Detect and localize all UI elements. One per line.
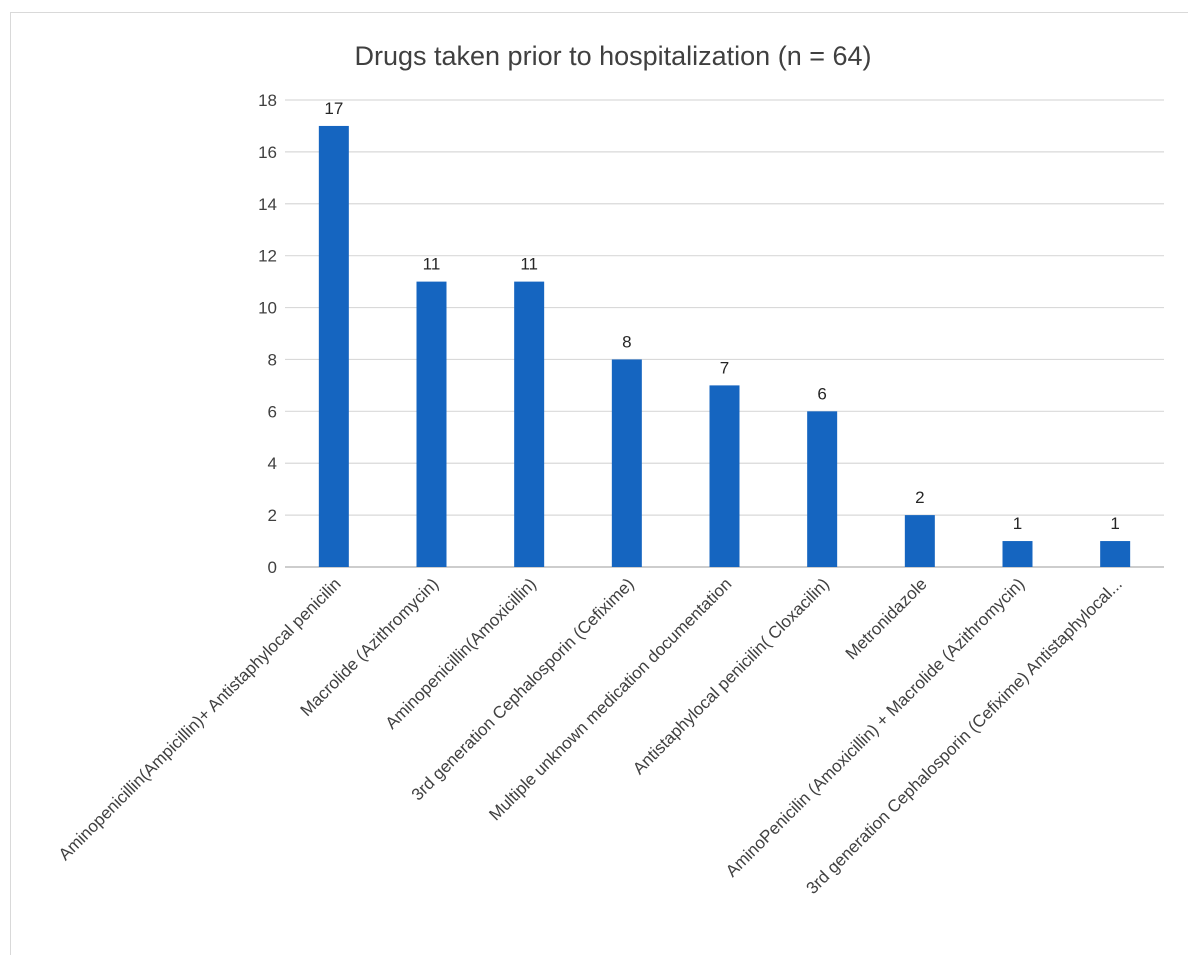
- data-label: 11: [423, 255, 441, 274]
- bar: [611, 359, 642, 567]
- x-axis-categories: Aminopenicillin(Ampicillin)+ Antistaphyl…: [55, 574, 1126, 897]
- bars: [318, 125, 1131, 567]
- category-label: Aminopenicillin(Ampicillin)+ Antistaphyl…: [55, 574, 345, 864]
- y-tick-label: 0: [268, 558, 277, 577]
- bar: [514, 281, 545, 567]
- y-tick-label: 14: [258, 195, 277, 214]
- data-label: 1: [1110, 514, 1119, 533]
- chart-title: Drugs taken prior to hospitalization (n …: [354, 41, 871, 71]
- y-tick-label: 16: [258, 143, 277, 162]
- data-label: 7: [720, 358, 729, 377]
- y-tick-label: 4: [268, 454, 277, 473]
- y-tick-label: 10: [258, 299, 277, 318]
- data-label: 11: [520, 255, 538, 274]
- category-label: Metronidazole: [842, 574, 931, 663]
- y-tick-label: 8: [268, 350, 277, 369]
- bar: [904, 515, 935, 567]
- chart-frame: [10, 12, 1188, 955]
- data-label: 2: [915, 488, 924, 507]
- data-label: 6: [817, 384, 826, 403]
- y-tick-label: 2: [268, 506, 277, 525]
- y-tick-label: 6: [268, 402, 277, 421]
- category-label: Antistaphylocal penicilin( Cloxacilin): [629, 574, 833, 778]
- data-label: 17: [324, 99, 343, 118]
- y-axis-ticks: 0 2 4 6 8 10 12 14 16 18: [258, 91, 277, 577]
- bar: [318, 125, 349, 567]
- bar: [1100, 541, 1131, 567]
- bar: [1002, 541, 1033, 567]
- bar: [807, 411, 838, 567]
- bar: [416, 281, 447, 567]
- category-label: 3rd generation Cephalosporin (Cefixime) …: [803, 574, 1126, 897]
- y-tick-label: 18: [258, 91, 277, 110]
- category-label: 3rd generation Cephalosporin (Cefixime): [408, 574, 638, 804]
- bar: [709, 385, 740, 567]
- data-label: 1: [1013, 514, 1022, 533]
- data-label: 8: [622, 332, 631, 351]
- y-tick-label: 12: [258, 247, 277, 266]
